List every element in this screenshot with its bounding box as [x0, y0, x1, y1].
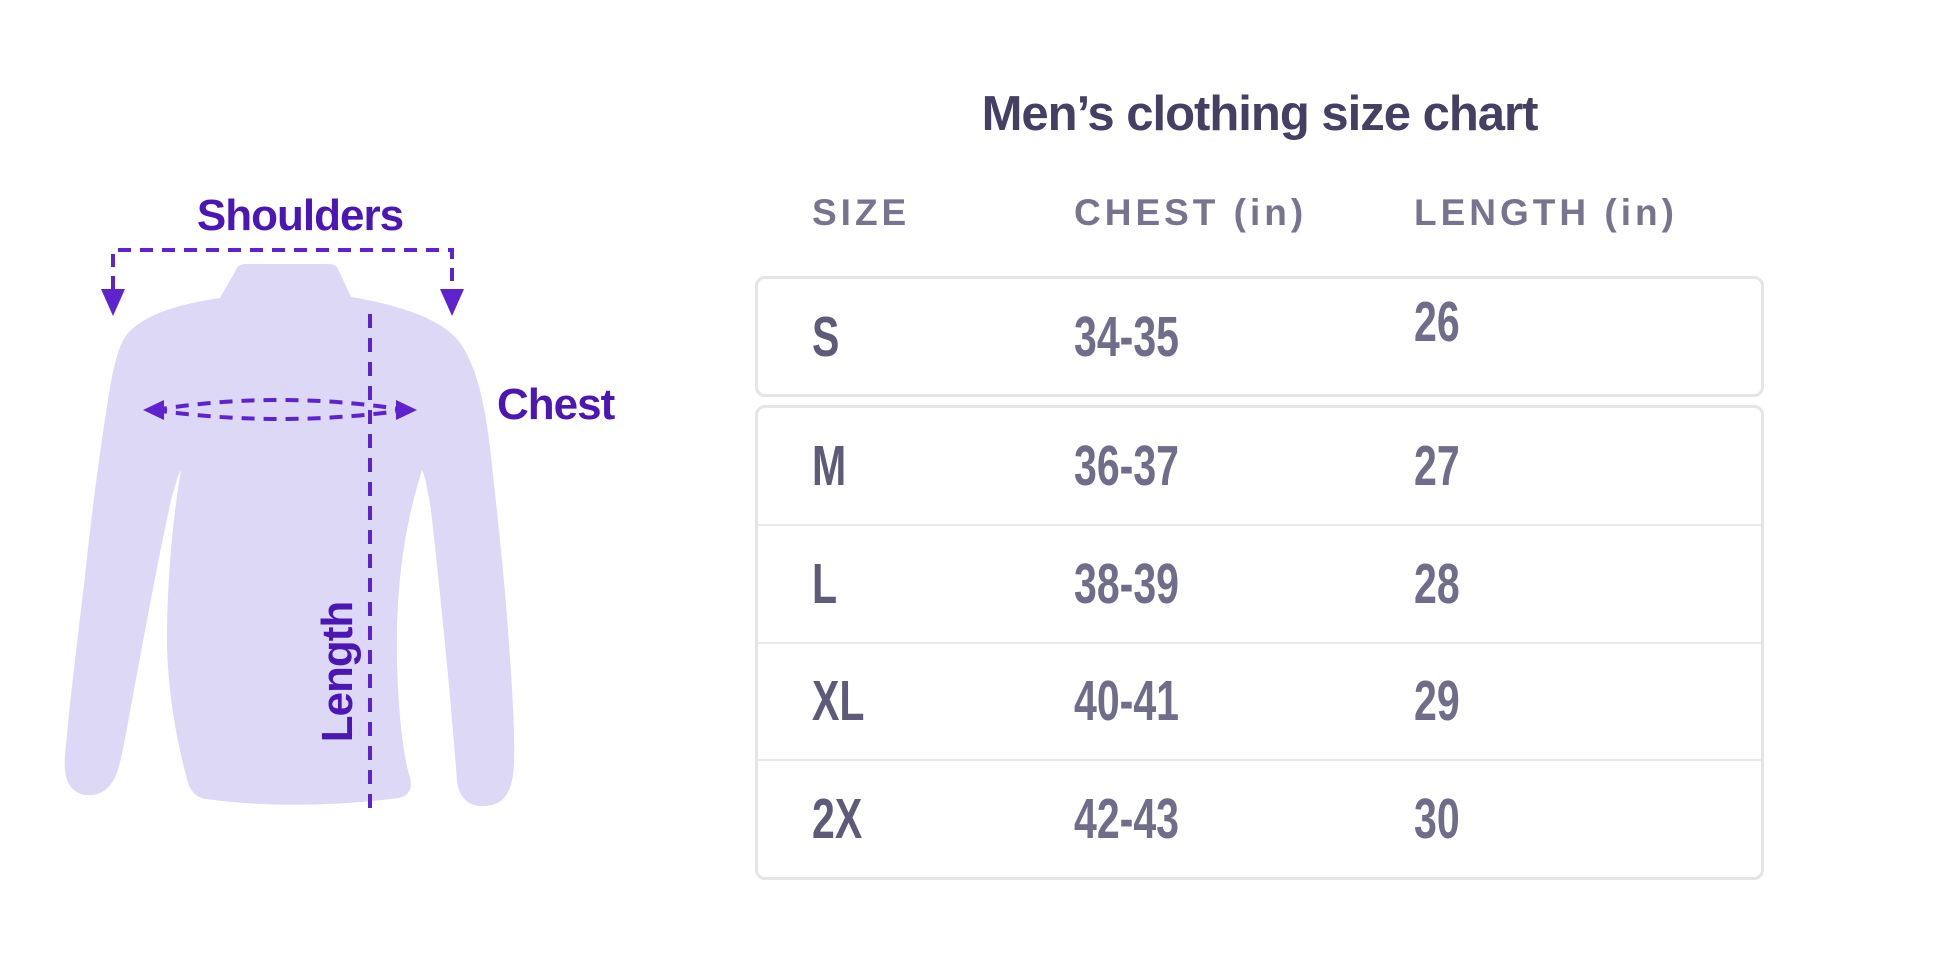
column-header-size: SIZE — [812, 192, 911, 233]
chest-cell: 38-39 — [1074, 551, 1179, 616]
size-cell: S — [812, 304, 840, 369]
table-row: L 38-39 28 — [758, 523, 1761, 642]
length-cell: 28 — [1414, 551, 1460, 616]
shoulders-arrow-right-icon — [440, 289, 464, 316]
chest-cell: 34-35 — [1074, 304, 1179, 369]
chest-label: Chest — [497, 380, 616, 429]
size-cell: M — [812, 433, 847, 498]
shirt-measurement-diagram: Shoulders Chest Length — [64, 191, 617, 818]
length-cell: 29 — [1414, 669, 1460, 734]
table-row: XL 40-41 29 — [758, 641, 1761, 760]
chest-cell: 36-37 — [1074, 433, 1179, 498]
length-cell: 26 — [1414, 289, 1460, 354]
shoulders-bracket-dashed-line — [111, 248, 454, 289]
chest-ellipse-bottom-dashed — [153, 408, 407, 421]
size-cell: XL — [812, 669, 865, 734]
chest-arrow-left-icon — [143, 400, 164, 420]
size-cell: 2X — [812, 787, 863, 852]
size-table-card-m-2x: M 36-37 27 L 38-39 28 XL 40-41 29 2X 42-… — [755, 405, 1764, 880]
page-title: Men’s clothing size chart — [981, 87, 1539, 141]
chest-cell: 40-41 — [1074, 669, 1179, 734]
table-row: M 36-37 27 — [758, 408, 1761, 524]
chest-cell: 42-43 — [1074, 787, 1179, 852]
chest-arrow-right-icon — [396, 400, 417, 420]
table-row: S 34-35 26 — [758, 279, 1761, 394]
column-header-length: LENGTH (in) — [1414, 192, 1678, 233]
table-row: 2X 42-43 30 — [758, 759, 1761, 877]
size-table-card-s: S 34-35 26 — [755, 276, 1764, 397]
shirt-silhouette — [64, 264, 515, 807]
chest-ellipse-top-dashed — [153, 398, 407, 412]
length-cell: 27 — [1414, 433, 1460, 498]
size-cell: L — [812, 551, 838, 616]
shoulders-label: Shoulders — [197, 191, 403, 240]
length-cell: 30 — [1414, 787, 1460, 852]
shoulders-arrow-left-icon — [101, 289, 125, 316]
column-header-chest: CHEST (in) — [1074, 192, 1308, 233]
length-label: Length — [313, 602, 362, 743]
